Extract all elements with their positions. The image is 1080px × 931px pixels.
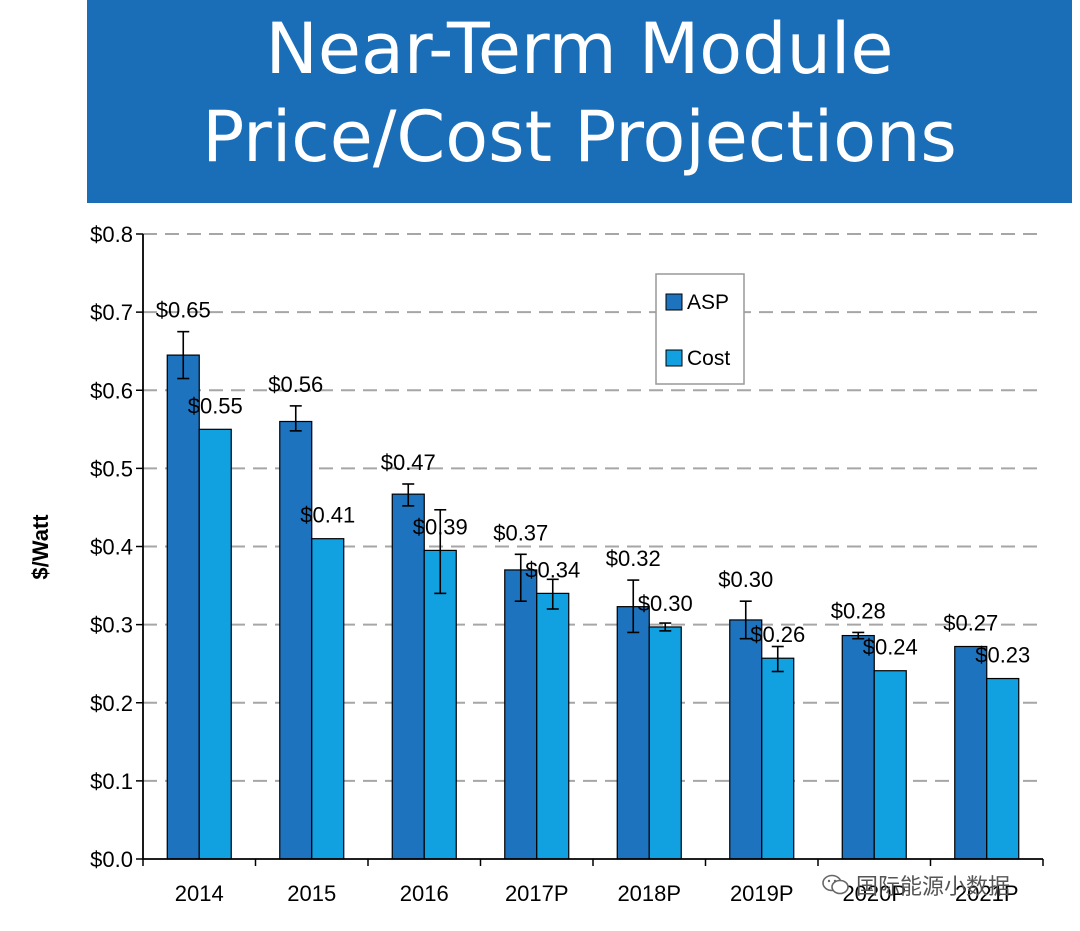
y-tick-label: $0.8 bbox=[90, 222, 133, 247]
data-label: $0.56 bbox=[268, 372, 323, 397]
x-tick-label: 2019P bbox=[730, 881, 794, 906]
data-label: $0.26 bbox=[750, 622, 805, 647]
x-tick-label: 2016 bbox=[400, 881, 449, 906]
y-tick-label: $0.0 bbox=[90, 847, 133, 872]
watermark-text: 国际能源小数据 bbox=[856, 875, 1011, 900]
data-label: $0.30 bbox=[718, 567, 773, 592]
bar-asp bbox=[616, 606, 650, 860]
data-label: $0.39 bbox=[413, 514, 468, 539]
axes: $0.0 $0.1 $0.2 $0.3 $0.4 $0.5 $0.6 $0.7 $0.8 2014… bbox=[90, 222, 1044, 906]
data-label: $0.32 bbox=[606, 546, 661, 571]
chart-title-line-1: Near-Term Module bbox=[265, 8, 894, 90]
bar-cost bbox=[423, 549, 457, 860]
data-label: $0.47 bbox=[381, 450, 436, 475]
wechat-icon bbox=[822, 874, 849, 895]
x-tick-label: 2014 bbox=[175, 881, 224, 906]
y-tick-label: $0.3 bbox=[90, 613, 133, 638]
data-labels: $0.65 $0.56 $0.47 $0.37 $0.32 $0.30 $0.28 $0.27… bbox=[156, 298, 1031, 668]
bar-cost bbox=[311, 538, 345, 860]
bar-asp bbox=[391, 493, 425, 860]
gridlines bbox=[143, 233, 1043, 782]
legend-swatch-asp bbox=[665, 293, 683, 311]
bar-asp bbox=[729, 619, 763, 860]
error-bars bbox=[177, 330, 865, 673]
data-label: $0.28 bbox=[831, 598, 886, 623]
bar-asp bbox=[166, 354, 200, 860]
data-label: $0.41 bbox=[300, 503, 355, 528]
watermark: 国际能源小数据 bbox=[822, 870, 1010, 900]
data-label: $0.27 bbox=[943, 611, 998, 636]
bar-asp bbox=[841, 634, 875, 860]
bar-cost bbox=[536, 592, 570, 860]
bar-asp bbox=[279, 420, 313, 860]
data-label: $0.23 bbox=[975, 643, 1030, 668]
bar-asp bbox=[954, 645, 988, 860]
data-label: $0.30 bbox=[638, 591, 693, 616]
bar-cost bbox=[198, 428, 232, 860]
bar-cost bbox=[648, 626, 682, 860]
bar-asp bbox=[504, 569, 538, 860]
legend-swatch-cost bbox=[665, 349, 683, 367]
x-tick-label: 2017P bbox=[505, 881, 569, 906]
y-tick-label: $0.2 bbox=[90, 691, 133, 716]
bar-cost bbox=[986, 677, 1020, 860]
y-tick-label: $0.4 bbox=[90, 535, 133, 560]
legend: ASP Cost bbox=[655, 273, 745, 385]
title-banner: Near-Term Module Price/Cost Projections bbox=[87, 0, 1072, 203]
x-tick-label: 2020P bbox=[842, 881, 906, 906]
bar-cost bbox=[761, 657, 795, 860]
x-tick-label: 2018P bbox=[617, 881, 681, 906]
x-tick-label: 2021P bbox=[955, 881, 1019, 906]
y-axis-label: $/Watt bbox=[28, 514, 53, 580]
bar-cost bbox=[873, 670, 907, 860]
y-tick-label: $0.7 bbox=[90, 300, 133, 325]
y-tick-label: $0.1 bbox=[90, 769, 133, 794]
data-label: $0.37 bbox=[493, 520, 548, 545]
chart-title-line-2: Price/Cost Projections bbox=[202, 96, 957, 178]
data-label: $0.65 bbox=[156, 298, 211, 323]
legend-label-asp: ASP bbox=[687, 291, 729, 314]
x-tick-label: 2015 bbox=[287, 881, 336, 906]
y-tick-label: $0.6 bbox=[90, 378, 133, 403]
data-label: $0.34 bbox=[525, 557, 580, 582]
legend-label-cost: Cost bbox=[687, 347, 730, 370]
y-tick-label: $0.5 bbox=[90, 456, 133, 481]
data-label: $0.55 bbox=[188, 393, 243, 418]
data-label: $0.24 bbox=[863, 635, 918, 660]
